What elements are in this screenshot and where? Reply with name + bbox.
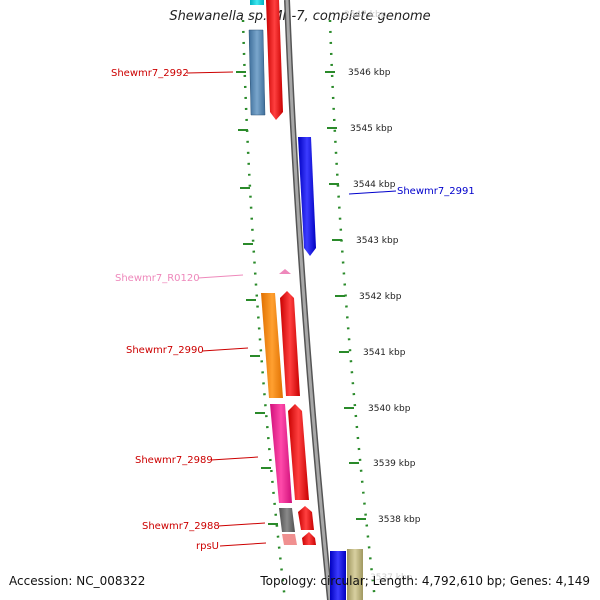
leader-line [197,274,244,279]
kbp-label: 3547 kbp [344,10,387,20]
gene-feature-red-2988[interactable] [298,506,314,530]
leader-line [186,71,234,74]
inner-major-ticks [236,71,278,525]
map-title: Shewanella sp. MR-7, complete genome [169,9,431,24]
gene-feature-red-top[interactable] [266,0,283,120]
gene-feature-shewmr7-2988[interactable] [279,508,295,532]
kbp-label: 3538 kbp [378,515,421,525]
kbp-label: 3543 kbp [356,236,399,246]
gene-feature-cyan[interactable] [250,0,264,5]
gene-label-shewmr7-2990[interactable]: Shewmr7_2990 [126,345,204,356]
gene-feature-shewmr7-2991[interactable] [298,137,316,256]
gene-feature-khaki[interactable] [347,549,363,600]
genome-backbone-highlight [285,0,332,600]
gene-feature-shewmr7-2989[interactable] [270,404,292,503]
outer-scale-track [328,19,377,600]
gene-label-shewmr7-2989[interactable]: Shewmr7_2989 [135,455,213,466]
gene-feature-red-2989[interactable] [288,404,309,500]
leader-line [348,190,397,195]
gene-feature-blue-bottom[interactable] [330,551,346,600]
leader-line [210,456,259,461]
gene-label-shewmr7-2988[interactable]: Shewmr7_2988 [142,521,220,532]
kbp-label: 3541 kbp [363,348,406,358]
outer-major-ticks [325,71,366,520]
kbp-label: 3539 kbp [373,459,416,469]
gene-label-rpsu[interactable]: rpsU [196,541,219,552]
kbp-label: 3542 kbp [359,292,402,302]
kbp-label: 3537 kbp [370,573,413,583]
kbp-label: 3544 kbp [353,180,396,190]
gene-feature-red-2990[interactable] [280,291,300,396]
topology-text: Topology: circular; Length: 4,792,610 bp… [260,574,590,588]
gene-feature-rpsu[interactable] [282,534,297,545]
leader-line [217,522,266,527]
gene-feature-shewmr7-2992[interactable] [248,29,266,116]
leader-line [201,347,249,352]
leader-line [219,542,267,547]
gene-feature-shewmr7-r0120[interactable] [279,269,291,274]
gene-feature-red-rpsu[interactable] [302,532,316,545]
gene-label-shewmr7-2992[interactable]: Shewmr7_2992 [111,68,189,79]
gene-label-shewmr7-r0120[interactable]: Shewmr7_R0120 [115,273,200,284]
gene-feature-shewmr7-2990[interactable] [261,293,283,398]
kbp-label: 3545 kbp [350,124,393,134]
kbp-label: 3546 kbp [348,68,391,78]
kbp-label: 3540 kbp [368,404,411,414]
accession-text: Accession: NC_008322 [9,574,146,588]
gene-label-shewmr7-2991[interactable]: Shewmr7_2991 [397,186,475,197]
